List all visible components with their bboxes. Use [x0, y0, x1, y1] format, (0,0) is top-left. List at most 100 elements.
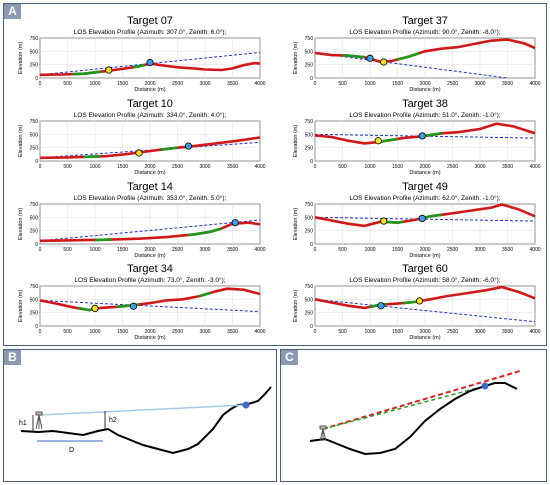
y-tick-label: 250	[305, 63, 314, 69]
y-tick-label: 500	[305, 297, 314, 303]
x-tick-label: 3500	[502, 164, 513, 170]
y-tick-label: 750	[305, 202, 314, 208]
target-marker	[231, 219, 239, 227]
h1-label: h1	[19, 420, 27, 427]
x-axis-label: Distance (m)	[409, 170, 440, 176]
x-tick-label: 3000	[199, 81, 210, 87]
x-axis-label: Distance (m)	[409, 335, 440, 341]
chart-title: Target 10	[127, 98, 173, 110]
x-tick-label: 1000	[364, 247, 375, 253]
y-tick-label: 0	[310, 76, 313, 82]
y-tick-label: 250	[30, 146, 39, 152]
observer-marker	[380, 58, 388, 66]
y-tick-label: 750	[30, 36, 39, 42]
observer-tripod-c	[319, 425, 327, 442]
y-axis-label: Elevation (m)	[293, 125, 299, 158]
x-tick-label: 3000	[474, 81, 485, 87]
target-marker	[129, 302, 138, 310]
x-tick-label: 2000	[419, 164, 430, 170]
target-marker	[184, 142, 193, 150]
x-tick-label: 500	[63, 329, 72, 335]
diagram-b: h1 h2 D	[19, 386, 272, 455]
y-tick-label: 0	[35, 324, 38, 330]
observer-marker	[91, 304, 99, 312]
x-tick-label: 2000	[419, 81, 430, 87]
chart-subtitle: LOS Elevation Profile (Azimuth: 58.0°, Z…	[349, 276, 500, 284]
x-tick-label: 1000	[364, 164, 375, 170]
panel-a-label: A	[4, 4, 21, 19]
x-tick-label: 4000	[254, 329, 265, 335]
chart-subtitle: LOS Elevation Profile (Azimuth: 353.0°, …	[74, 194, 227, 202]
observer-marker	[415, 297, 424, 305]
x-tick-label: 0	[39, 164, 42, 170]
x-tick-label: 3000	[199, 247, 210, 253]
terrain-c	[309, 382, 518, 456]
x-tick-label: 2000	[419, 247, 430, 253]
target-marker	[146, 58, 154, 67]
y-tick-label: 250	[30, 311, 39, 317]
x-tick-label: 3500	[502, 81, 513, 87]
panel-b	[3, 349, 277, 482]
y-tick-label: 750	[30, 119, 39, 125]
x-tick-label: 1000	[89, 247, 100, 253]
y-tick-label: 500	[305, 215, 314, 221]
x-tick-label: 3500	[502, 329, 513, 335]
x-tick-label: 500	[63, 247, 72, 253]
x-axis-label: Distance (m)	[409, 87, 440, 93]
d-label: D	[69, 447, 74, 454]
x-tick-label: 0	[314, 164, 317, 170]
x-tick-label: 3000	[199, 329, 210, 335]
x-tick-label: 1500	[392, 81, 403, 87]
x-tick-label: 4000	[254, 81, 265, 87]
visible-segment	[83, 155, 101, 159]
x-tick-label: 2500	[172, 329, 183, 335]
chart-subtitle: LOS Elevation Profile (Azimuth: 73.0°, Z…	[74, 276, 225, 284]
chart-title: Target 38	[402, 98, 448, 110]
x-tick-label: 2500	[172, 247, 183, 253]
diagram-c	[309, 370, 521, 456]
observer-marker	[135, 149, 143, 157]
x-tick-label: 1500	[392, 164, 403, 170]
y-tick-label: 0	[310, 159, 313, 165]
y-tick-label: 250	[305, 229, 314, 235]
chart-title: Target 37	[402, 15, 448, 27]
x-tick-label: 3500	[227, 247, 238, 253]
chart-subtitle: LOS Elevation Profile (Azimuth: 51.0°, Z…	[349, 111, 500, 119]
los-line	[39, 299, 261, 313]
panel-b-label: B	[4, 350, 21, 365]
y-tick-label: 250	[305, 311, 314, 317]
x-tick-label: 2000	[144, 329, 155, 335]
x-tick-label: 1500	[392, 247, 403, 253]
y-axis-label: Elevation (m)	[18, 42, 24, 75]
visible-segment	[386, 220, 404, 225]
x-tick-label: 2500	[447, 164, 458, 170]
x-axis-label: Distance (m)	[409, 253, 440, 259]
x-tick-label: 4000	[254, 164, 265, 170]
chart-subtitle: LOS Elevation Profile (Azimuth: 334.0°, …	[74, 111, 227, 119]
y-tick-label: 0	[310, 324, 313, 330]
los-line	[314, 298, 536, 323]
observer-marker	[105, 66, 113, 74]
x-tick-label: 2000	[419, 329, 430, 335]
x-tick-label: 0	[314, 247, 317, 253]
target-marker	[418, 132, 426, 140]
x-tick-label: 0	[39, 329, 42, 335]
x-tick-label: 500	[338, 247, 347, 253]
x-tick-label: 4000	[529, 247, 540, 253]
target-marker	[377, 302, 385, 310]
h2-label: h2	[109, 417, 117, 424]
target-dot-b	[242, 401, 250, 409]
terrain-line	[314, 122, 536, 145]
los-line	[39, 219, 261, 242]
x-tick-label: 2500	[172, 164, 183, 170]
terrain-line	[39, 287, 261, 312]
chart-title: Target 60	[402, 263, 448, 275]
y-axis-label: Elevation (m)	[293, 42, 299, 75]
x-tick-label: 500	[63, 164, 72, 170]
x-tick-label: 0	[39, 81, 42, 87]
y-tick-label: 750	[30, 202, 39, 208]
